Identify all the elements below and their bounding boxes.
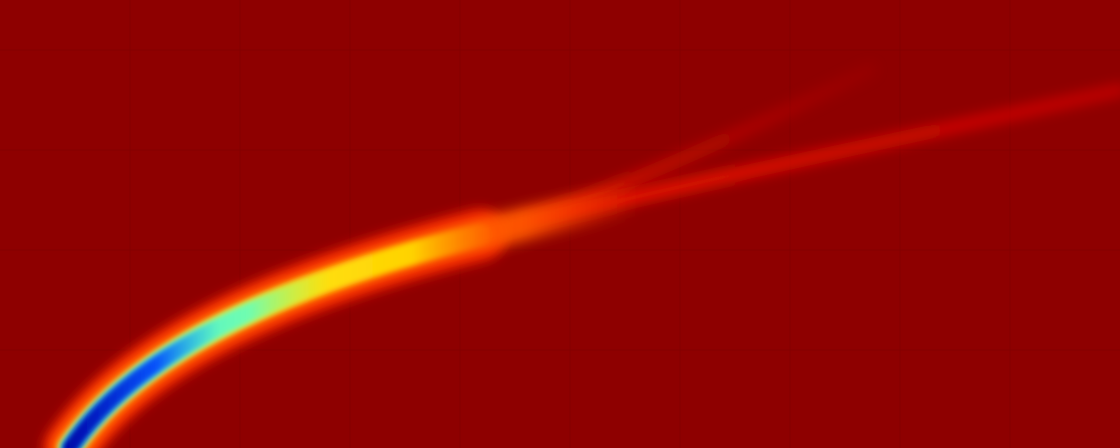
body bbox=[0, 0, 1120, 448]
page: {} html, body { margin: 0; padding: 0; w… bbox=[0, 0, 1120, 448]
heatmap bbox=[0, 0, 1120, 448]
